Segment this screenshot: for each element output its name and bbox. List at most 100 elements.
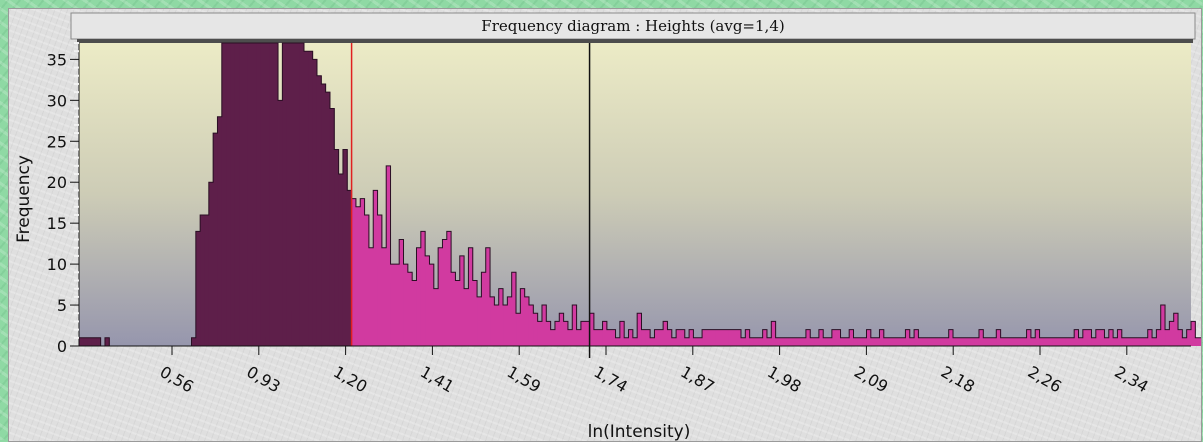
histogram-bar — [1160, 305, 1166, 346]
histogram-bar — [615, 337, 621, 346]
histogram-bar — [632, 337, 638, 346]
histogram-bar — [1156, 329, 1162, 346]
histogram-bar — [213, 133, 218, 346]
histogram-bar — [407, 272, 413, 346]
histogram-bar — [1052, 337, 1058, 346]
histogram-bar — [403, 264, 409, 346]
histogram-bar — [1143, 337, 1149, 346]
histogram-bar — [585, 321, 590, 346]
histogram-bar — [351, 198, 357, 346]
histogram-bar — [1178, 329, 1183, 346]
histogram-bar — [308, 51, 314, 346]
histogram-bar — [1078, 337, 1084, 346]
histogram-bar — [507, 296, 513, 346]
histogram-bar — [827, 337, 833, 346]
histogram-bar — [1039, 337, 1045, 346]
y-tick-label: 25 — [47, 132, 67, 151]
histogram-bar — [818, 329, 824, 346]
histogram-bar — [749, 337, 755, 346]
histogram-bar — [381, 247, 387, 346]
histogram-bar — [741, 337, 746, 346]
histogram-bar — [304, 51, 309, 346]
histogram-bar — [723, 329, 729, 346]
histogram-bar — [697, 337, 703, 346]
y-tick-label: 10 — [47, 255, 67, 274]
histogram-bar — [1100, 329, 1105, 346]
histogram-bar — [481, 272, 487, 346]
histogram-bar — [226, 43, 231, 346]
chart-title: Frequency diagram : Heights (avg=1,4) — [481, 17, 784, 35]
y-tick-label: 5 — [57, 296, 67, 315]
histogram-bar — [490, 296, 495, 346]
histogram-bar — [516, 313, 521, 346]
histogram-bar — [316, 75, 322, 346]
histogram-bar — [524, 296, 530, 346]
histogram-bar — [771, 321, 777, 346]
histogram-bar — [671, 337, 677, 346]
histogram-bar — [875, 337, 880, 346]
histogram-bar — [511, 272, 517, 346]
histogram-bar — [732, 329, 738, 346]
histogram-bar — [204, 214, 210, 346]
histogram-bar — [961, 337, 967, 346]
histogram-bar — [667, 329, 673, 346]
y-axis-label: Frequency — [14, 155, 34, 243]
histogram-bar — [784, 337, 790, 346]
histogram-bar — [230, 43, 236, 346]
histogram-bar — [520, 288, 526, 346]
histogram-bar — [256, 43, 262, 346]
histogram-bars — [78, 42, 1201, 347]
histogram-bar — [1022, 337, 1027, 346]
histogram-bar — [1147, 329, 1153, 346]
histogram-bar — [96, 337, 102, 346]
histogram-bar — [541, 305, 547, 346]
histogram-bar — [329, 108, 335, 346]
histogram-bar — [918, 337, 924, 346]
histogram-bar — [1056, 337, 1062, 346]
histogram-bar — [775, 337, 781, 346]
histogram-bar — [433, 288, 439, 346]
y-tick-label: 0 — [57, 337, 67, 356]
histogram-bar — [1013, 337, 1019, 346]
histogram-bar — [1009, 337, 1014, 346]
histogram-bar — [1130, 337, 1136, 346]
histogram-bar — [702, 329, 707, 346]
histogram-bar — [472, 280, 478, 346]
histogram-bar — [606, 329, 612, 346]
histogram-bar — [883, 337, 889, 346]
histogram-bar — [498, 288, 504, 346]
histogram-bar — [658, 329, 664, 346]
histogram-bar — [1134, 337, 1140, 346]
histogram-bar — [537, 321, 543, 346]
histogram-bar — [788, 337, 794, 346]
histogram-bar — [559, 313, 565, 346]
histogram-bar — [944, 337, 950, 346]
histogram-bar — [805, 329, 811, 346]
histogram-bar — [360, 198, 365, 346]
histogram-bar — [87, 337, 93, 346]
histogram-bar — [836, 329, 841, 346]
histogram-bar — [689, 329, 694, 346]
y-axis-ticks: 0 5 10 15 20 25 30 35 — [47, 42, 79, 356]
histogram-bar — [364, 214, 370, 346]
histogram-bar — [468, 247, 474, 346]
y-tick-label: 20 — [47, 173, 67, 192]
histogram-bar — [710, 329, 716, 346]
histogram-bar — [987, 337, 993, 346]
histogram-bar — [810, 337, 815, 346]
histogram-bar — [1173, 313, 1179, 346]
histogram-bar — [554, 321, 560, 346]
histogram-bar — [914, 329, 919, 346]
histogram-bar — [546, 321, 552, 346]
histogram-bar — [953, 337, 958, 346]
histogram-bar — [619, 321, 625, 346]
histogram-bar — [1139, 337, 1144, 346]
histogram-bar — [1113, 337, 1118, 346]
histogram-bar — [299, 43, 305, 346]
histogram-bar — [265, 43, 270, 346]
histogram-bar — [611, 329, 616, 346]
histogram-bar — [1035, 329, 1040, 346]
histogram-bar — [637, 313, 642, 346]
histogram-bar — [663, 321, 668, 346]
histogram-bar — [706, 329, 712, 346]
